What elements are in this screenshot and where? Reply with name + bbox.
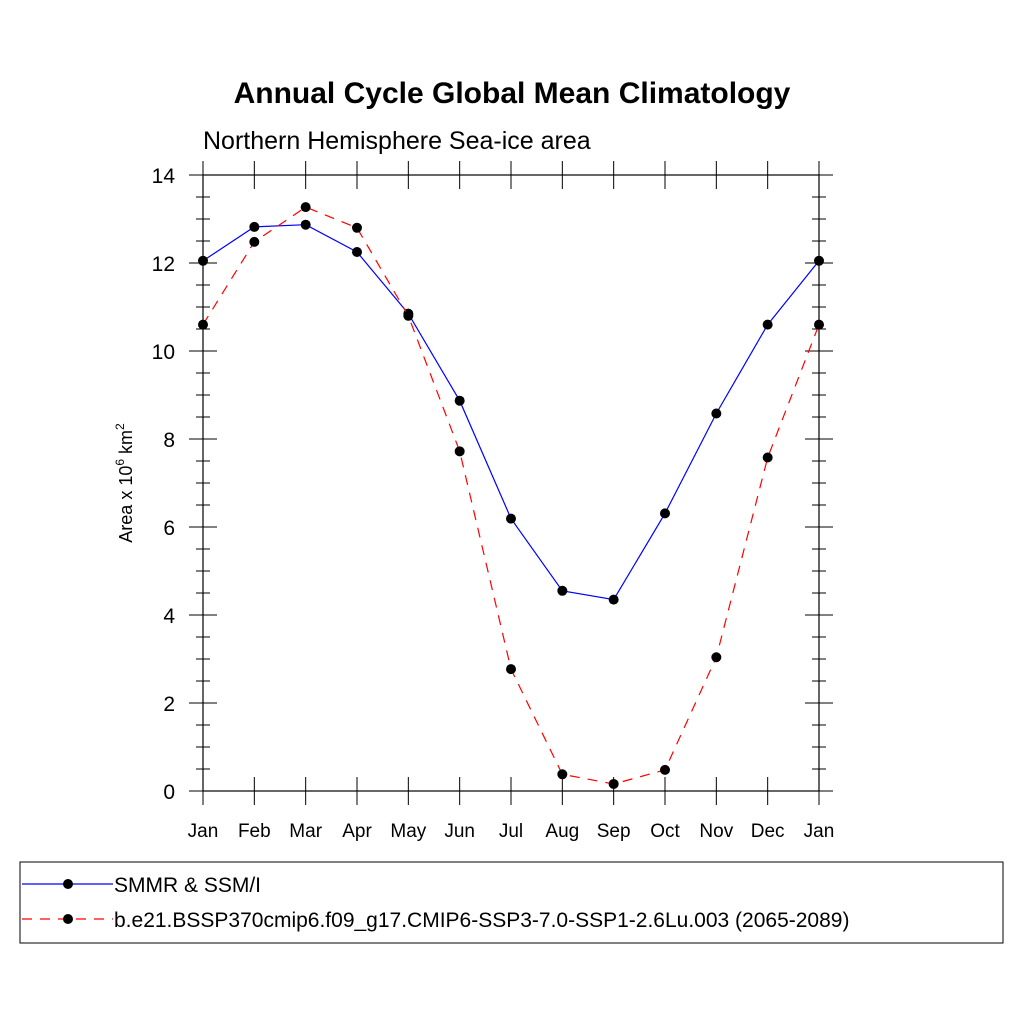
y-tick-label: 4 — [163, 605, 175, 628]
data-point — [660, 508, 670, 519]
series-1 — [198, 202, 824, 789]
data-point — [352, 222, 362, 233]
series-layer — [198, 202, 824, 789]
data-point — [557, 769, 568, 780]
data-point — [711, 652, 722, 663]
data-point — [711, 408, 722, 419]
x-tick-label: Jul — [499, 821, 523, 842]
data-point — [814, 319, 824, 330]
x-tick-label: Sep — [597, 821, 631, 842]
data-point — [557, 585, 568, 596]
y-axis-label: Area x 106 km2 — [113, 423, 136, 543]
x-tick-label: Oct — [650, 821, 680, 842]
y-tick-label: 12 — [152, 253, 175, 276]
legend-marker-model — [63, 914, 73, 924]
x-tick-label: May — [390, 821, 426, 842]
data-point — [300, 202, 311, 213]
y-tick-label: 14 — [152, 165, 176, 188]
data-point — [608, 778, 619, 789]
legend-box — [19, 861, 1004, 944]
x-tick-label: Jan — [188, 821, 219, 842]
data-point — [352, 247, 362, 257]
data-point — [454, 395, 465, 406]
data-point — [403, 310, 414, 321]
data-point — [762, 319, 773, 330]
y-axis-label-exp1: 6 — [113, 459, 127, 466]
x-tick-label: Apr — [342, 821, 372, 842]
series-0 — [198, 219, 824, 605]
chart-subtitle: Northern Hemisphere Sea-ice area — [203, 127, 591, 155]
y-tick-labels: 0 2 4 6 8 10 12 14 — [152, 165, 176, 804]
x-tick-label: Jun — [444, 821, 475, 842]
data-point — [198, 319, 208, 330]
data-point — [660, 764, 670, 775]
legend: SMMR & SSM/I b.e21.BSSP370cmip6.f09_g17.… — [19, 861, 1004, 944]
data-point — [249, 221, 260, 232]
plot-frame — [202, 174, 820, 792]
data-point — [300, 219, 311, 230]
data-point — [506, 513, 516, 524]
data-point — [249, 236, 260, 247]
legend-label-model: b.e21.BSSP370cmip6.f09_g17.CMIP6-SSP3-7.… — [114, 909, 849, 932]
y-axis-label-mid: km — [116, 430, 136, 459]
x-tick-label: Jan — [804, 821, 835, 842]
x-tick-label: Feb — [238, 821, 271, 842]
data-point — [454, 446, 465, 457]
y-tick-label: 6 — [163, 517, 175, 540]
chart-title: Annual Cycle Global Mean Climatology — [234, 77, 791, 110]
legend-marker-smmr — [63, 879, 73, 889]
y-tick-label: 2 — [163, 693, 175, 716]
y-axis-label-prefix: Area x 10 — [116, 466, 136, 543]
x-tick-labels: Jan Feb Mar Apr May Jun Jul Aug Sep Oct Nov Dec Jan — [188, 821, 835, 842]
y-tick-label: 8 — [163, 429, 175, 452]
y-axis-label-exp2: 2 — [113, 423, 127, 430]
x-tick-label: Mar — [289, 821, 322, 842]
series-line — [202, 224, 820, 601]
y-tick-label: 10 — [152, 341, 175, 364]
data-point — [762, 452, 773, 463]
x-tick-label: Aug — [545, 821, 579, 842]
legend-label-smmr: SMMR & SSM/I — [114, 874, 261, 897]
y-tick-label: 0 — [163, 781, 175, 804]
x-tick-label: Dec — [751, 821, 785, 842]
data-point — [506, 664, 516, 675]
gridlines — [189, 161, 833, 805]
data-point — [814, 255, 824, 266]
series-line — [202, 206, 820, 785]
data-point — [198, 255, 208, 266]
x-tick-label: Nov — [699, 821, 733, 842]
data-point — [608, 594, 619, 605]
